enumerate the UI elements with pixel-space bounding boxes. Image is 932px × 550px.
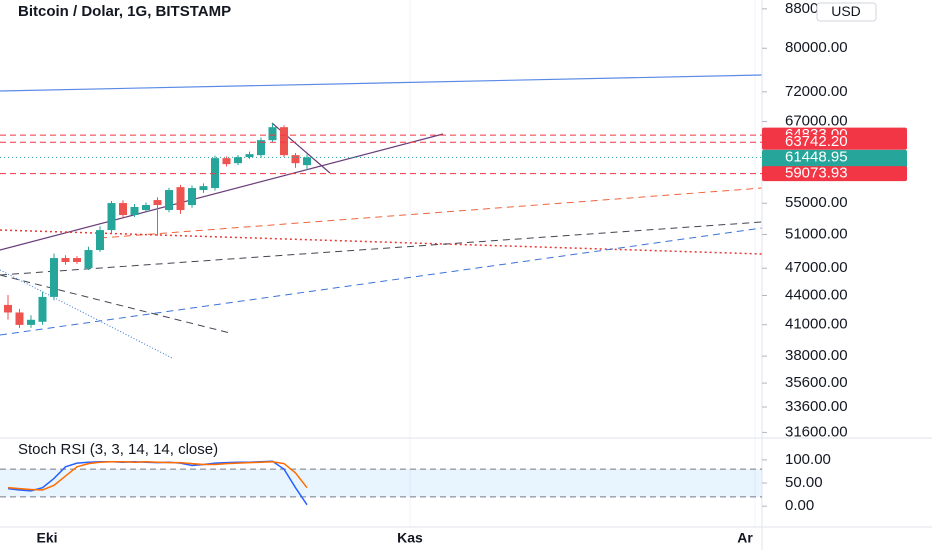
y-tick-label: 0.00 [785, 497, 814, 514]
y-tick-label: 67000.00 [785, 113, 848, 130]
candle-body [257, 140, 265, 156]
y-tick-label: 80000.00 [785, 39, 848, 56]
candle-body [4, 304, 12, 313]
y-tick-label: 50.00 [785, 474, 823, 491]
candle-body [84, 250, 93, 269]
trend-line [0, 274, 231, 334]
x-tick-label: Ar [737, 530, 753, 546]
trend-line [99, 187, 763, 239]
candle-body [50, 258, 58, 297]
grid [409, 0, 756, 527]
chart-title: Bitcoin / Dolar, 1G, BITSTAMP [18, 3, 231, 20]
y-tick-label: 100.00 [785, 451, 831, 468]
x-tick-label: Eki [36, 530, 57, 546]
candle-body [96, 230, 104, 251]
candle-body [222, 158, 231, 165]
y-tick-label: 47000.00 [785, 259, 848, 276]
candle-body [291, 155, 300, 164]
y-tick-label: 35600.00 [785, 374, 848, 391]
candle-body [142, 205, 150, 211]
y-tick-label: 55000.00 [785, 194, 848, 211]
price-label-box [762, 166, 907, 182]
candle-body [245, 154, 254, 158]
trend-line [0, 133, 444, 251]
trend-line [0, 227, 763, 336]
currency-button[interactable] [816, 2, 877, 22]
trend-line [0, 229, 763, 255]
candle-body [303, 157, 311, 166]
y-tick-label: 51000.00 [785, 225, 848, 242]
price-label: 59073.93 [785, 165, 848, 182]
drawings [0, 74, 763, 359]
layer: 88000.0080000.0072000.0067000.0055000.00… [0, 0, 907, 546]
y-tick-label: 31600.00 [785, 423, 848, 440]
trend-line [0, 221, 763, 276]
y-tick-label: 72000.00 [785, 83, 848, 100]
x-tick-label: Kas [397, 530, 423, 546]
candle-body [153, 200, 162, 206]
candle-body [73, 258, 81, 263]
candle-body [234, 157, 242, 164]
candle-body [61, 258, 70, 263]
y-tick-label: 38000.00 [785, 347, 848, 364]
candle-body [211, 158, 219, 189]
candle-body [188, 188, 196, 206]
y-tick-label: 44000.00 [785, 286, 848, 303]
stoch-band [0, 469, 762, 497]
candle-body [27, 319, 35, 325]
candle-body [268, 127, 277, 141]
candle-body [38, 296, 47, 322]
candle-body [107, 203, 116, 231]
candle-body [119, 203, 127, 216]
price-label-box [762, 134, 907, 150]
candle-body [280, 127, 288, 156]
price-label: 61448.95 [785, 148, 848, 165]
candle-body [130, 206, 139, 216]
indicator-title: Stoch RSI (3, 3, 14, 14, close) [18, 441, 218, 458]
trend-line [0, 269, 173, 359]
candle-body [199, 186, 208, 191]
candle-body [15, 312, 24, 325]
trend-line [0, 74, 763, 92]
stoch-line [7, 460, 308, 491]
y-tick-label: 41000.00 [785, 316, 848, 333]
candle-body [165, 190, 173, 211]
price-label: 63742.20 [785, 133, 848, 150]
currency-label[interactable]: USD [831, 3, 861, 19]
y-tick-label: 33600.00 [785, 398, 848, 415]
candle-body [176, 187, 185, 211]
